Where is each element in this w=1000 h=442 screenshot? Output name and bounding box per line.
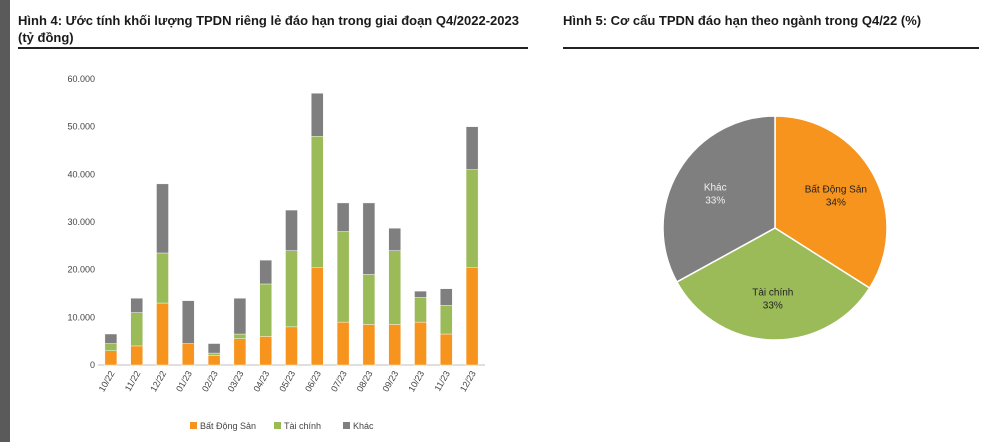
- bar-segment-khac: [362, 202, 376, 275]
- bar-segment-taichinh: [440, 305, 453, 335]
- bar-segment-taichinh: [259, 283, 272, 337]
- bar-segment-khac: [259, 259, 272, 285]
- bar-segment-khac: [207, 343, 221, 354]
- bar-segment-khac: [156, 183, 169, 254]
- y-tick-label: 0: [90, 360, 95, 370]
- pie-label-name: Bất Động Sản: [805, 184, 867, 196]
- pie-chart-title-rule: [563, 47, 979, 49]
- legend-label: Bất Động Sản: [200, 421, 256, 431]
- pie-label-value: 33%: [705, 196, 725, 207]
- bar-segment-bds: [259, 336, 272, 366]
- bar-segment-khac: [182, 300, 195, 344]
- x-tick-label: 11/23: [432, 369, 452, 393]
- pie-label-value: 34%: [826, 198, 846, 209]
- x-tick-label: 12/22: [148, 369, 168, 394]
- bar-segment-bds: [336, 321, 350, 366]
- bar-segment-taichinh: [311, 135, 324, 268]
- y-tick-label: 50.000: [67, 122, 95, 132]
- bar-segment-khac: [465, 126, 479, 170]
- pie-label-value: 33%: [763, 300, 783, 311]
- bar-segment-bds: [104, 350, 118, 366]
- bar-segment-bds: [233, 338, 247, 366]
- legend-label: Khác: [353, 421, 374, 431]
- bar-segment-khac: [233, 298, 247, 335]
- legend-swatch: [274, 422, 281, 429]
- bar-segment-khac: [388, 227, 401, 251]
- bar-segment-khac: [414, 290, 427, 298]
- bar-segment-taichinh: [465, 169, 479, 268]
- bar-segment-bds: [130, 345, 143, 366]
- pie-chart-title: Hình 5: Cơ cấu TPDN đáo hạn theo ngành t…: [563, 13, 922, 28]
- y-tick-label: 30.000: [67, 217, 95, 227]
- pie-slice-khac: [662, 115, 776, 283]
- bar-segment-taichinh: [104, 343, 118, 351]
- legend-label: Tài chính: [284, 421, 321, 431]
- bar-segment-taichinh: [388, 250, 401, 325]
- x-tick-label: 06/23: [303, 369, 323, 394]
- bar-segment-bds: [207, 355, 221, 366]
- bar-segment-bds: [465, 267, 479, 366]
- pie-label-name: Khác: [704, 183, 727, 194]
- pie-label-name: Tài chính: [752, 287, 793, 298]
- bar-segment-bds: [311, 267, 324, 366]
- x-tick-label: 02/23: [200, 369, 220, 394]
- bar-segment-taichinh: [233, 333, 247, 339]
- bar-segment-khac: [336, 202, 350, 232]
- bar-segment-taichinh: [156, 252, 169, 304]
- bar-segment-bds: [362, 324, 376, 366]
- bar-segment-khac: [104, 333, 118, 344]
- bar-segment-bds: [388, 324, 401, 366]
- bar-segment-taichinh: [414, 297, 427, 323]
- x-tick-label: 10/23: [406, 369, 426, 394]
- bar-segment-taichinh: [130, 312, 143, 347]
- y-tick-label: 40.000: [67, 169, 95, 179]
- bar-chart-title-rule: [18, 47, 528, 49]
- x-tick-label: 07/23: [329, 369, 349, 394]
- bar-segment-bds: [440, 333, 453, 366]
- x-tick-label: 09/23: [381, 369, 401, 394]
- bar-segment-bds: [285, 326, 298, 366]
- bar-segment-taichinh: [362, 274, 376, 325]
- y-tick-label: 20.000: [67, 265, 95, 275]
- x-tick-label: 03/23: [226, 369, 246, 394]
- x-tick-label: 05/23: [277, 369, 297, 394]
- bar-segment-bds: [182, 343, 195, 366]
- bar-segment-khac: [130, 298, 143, 313]
- y-tick-label: 60.000: [67, 74, 95, 84]
- bar-segment-taichinh: [207, 352, 221, 356]
- bar-segment-khac: [311, 93, 324, 137]
- bar-segment-taichinh: [285, 250, 298, 328]
- bar-segment-taichinh: [336, 231, 350, 323]
- bar-segment-bds: [414, 321, 427, 366]
- bar-chart-title: Hình 4: Ước tính khối lượng TPDN riêng l…: [18, 13, 519, 45]
- bar-segment-khac: [440, 288, 453, 306]
- x-tick-label: 12/23: [458, 369, 478, 394]
- bar-segment-khac: [285, 209, 298, 251]
- x-tick-label: 11/22: [123, 369, 143, 393]
- x-tick-label: 08/23: [355, 369, 375, 394]
- y-tick-label: 10.000: [67, 312, 95, 322]
- x-tick-label: 10/22: [97, 369, 117, 394]
- legend-swatch: [190, 422, 197, 429]
- x-tick-label: 04/23: [252, 369, 272, 394]
- bar-segment-bds: [156, 302, 169, 366]
- window-left-edge: [0, 0, 10, 442]
- legend-swatch: [343, 422, 350, 429]
- x-tick-label: 01/23: [174, 369, 194, 394]
